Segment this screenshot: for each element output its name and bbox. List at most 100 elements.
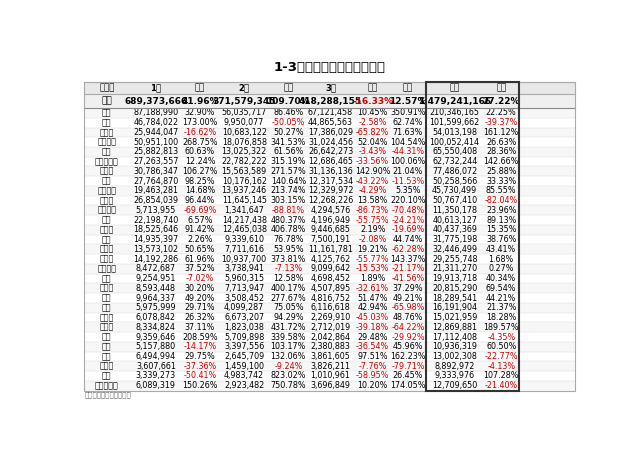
Bar — [84, 147, 575, 157]
Text: 20,815,290: 20,815,290 — [432, 284, 477, 293]
Bar — [84, 371, 575, 381]
Text: 3,696,849: 3,696,849 — [311, 381, 350, 390]
Text: 17,386,029: 17,386,029 — [308, 128, 353, 137]
Text: 174.05%: 174.05% — [390, 381, 426, 390]
Text: 韩国: 韩国 — [102, 177, 112, 186]
Text: 印度尼西亚: 印度尼西亚 — [95, 381, 119, 390]
Text: 40,437,369: 40,437,369 — [432, 226, 477, 235]
Text: 5,157,880: 5,157,880 — [136, 342, 176, 351]
Text: 49.20%: 49.20% — [185, 294, 215, 303]
Text: 加拿大: 加拿大 — [100, 245, 114, 254]
Text: 1,459,100: 1,459,100 — [224, 362, 264, 371]
Text: 71.63%: 71.63% — [393, 128, 423, 137]
Text: 142.90%: 142.90% — [355, 167, 390, 176]
Text: 371,579,345: 371,579,345 — [212, 97, 276, 106]
Text: -2.08%: -2.08% — [359, 235, 387, 244]
Text: 变动: 变动 — [496, 83, 507, 92]
Text: 新加坡: 新加坡 — [100, 167, 114, 176]
Text: 13,573,102: 13,573,102 — [133, 245, 179, 254]
Text: 89.13%: 89.13% — [486, 216, 516, 225]
Text: 3,826,211: 3,826,211 — [311, 362, 350, 371]
Text: 418,288,155: 418,288,155 — [299, 97, 362, 106]
Text: 2.26%: 2.26% — [187, 235, 213, 244]
Text: 104.54%: 104.54% — [390, 138, 426, 147]
Text: 50.27%: 50.27% — [273, 128, 303, 137]
Text: 西班牙: 西班牙 — [100, 196, 114, 205]
Text: 22,198,740: 22,198,740 — [133, 216, 179, 225]
Text: 210,346,165: 210,346,165 — [430, 108, 480, 117]
Text: 208.59%: 208.59% — [182, 332, 218, 341]
Text: 140.64%: 140.64% — [271, 177, 306, 186]
Text: 213.74%: 213.74% — [271, 186, 306, 195]
Text: 51.47%: 51.47% — [358, 294, 388, 303]
Text: -58.95%: -58.95% — [356, 372, 390, 381]
Text: 41.96%: 41.96% — [181, 97, 219, 106]
Text: -4.29%: -4.29% — [359, 186, 387, 195]
Text: 印度: 印度 — [102, 216, 112, 225]
Text: 同比: 同比 — [283, 83, 293, 92]
Text: 荷兰: 荷兰 — [102, 274, 112, 283]
Text: -62.28%: -62.28% — [392, 245, 425, 254]
Text: 100.06%: 100.06% — [390, 157, 426, 166]
Bar — [84, 283, 575, 293]
Text: -15.53%: -15.53% — [356, 264, 390, 273]
Text: 132.06%: 132.06% — [271, 352, 306, 361]
Text: 1,010,961: 1,010,961 — [311, 372, 350, 381]
Text: -55.77%: -55.77% — [356, 254, 390, 263]
Text: -32.61%: -32.61% — [356, 284, 389, 293]
Text: 315.19%: 315.19% — [271, 157, 306, 166]
Text: 373.81%: 373.81% — [271, 254, 306, 263]
Text: 77,486,072: 77,486,072 — [432, 167, 477, 176]
Text: 9,339,610: 9,339,610 — [224, 235, 264, 244]
Text: 50,767,410: 50,767,410 — [432, 196, 477, 205]
Text: 26.32%: 26.32% — [185, 313, 215, 322]
Text: -19.69%: -19.69% — [392, 226, 425, 235]
Text: 431.72%: 431.72% — [271, 323, 306, 332]
Text: 3,607,661: 3,607,661 — [136, 362, 176, 371]
Bar — [84, 264, 575, 274]
Text: 12,686,465: 12,686,465 — [308, 157, 353, 166]
Text: 13,025,322: 13,025,322 — [222, 147, 267, 156]
Text: 9,359,646: 9,359,646 — [136, 332, 176, 341]
Text: 11,645,145: 11,645,145 — [222, 196, 267, 205]
Bar — [84, 342, 575, 352]
Text: 61.96%: 61.96% — [185, 254, 215, 263]
Text: 12.58%: 12.58% — [273, 274, 303, 283]
Text: 31,136,136: 31,136,136 — [308, 167, 353, 176]
Bar — [84, 322, 575, 332]
Text: 25,944,047: 25,944,047 — [133, 128, 179, 137]
Text: 12,465,038: 12,465,038 — [222, 226, 267, 235]
Text: 98.25%: 98.25% — [185, 177, 215, 186]
Text: 86.46%: 86.46% — [273, 108, 303, 117]
Text: 101,599,662: 101,599,662 — [430, 118, 480, 127]
Text: 3,861,605: 3,861,605 — [311, 352, 350, 361]
Text: 28.36%: 28.36% — [486, 147, 516, 156]
Text: 46,784,022: 46,784,022 — [133, 118, 179, 127]
Text: 4,294,576: 4,294,576 — [311, 206, 350, 215]
Text: 400.17%: 400.17% — [271, 284, 306, 293]
Text: 220.10%: 220.10% — [390, 196, 426, 205]
Text: 40,613,127: 40,613,127 — [432, 216, 477, 225]
Text: -2.58%: -2.58% — [359, 118, 387, 127]
Text: 60.50%: 60.50% — [486, 342, 516, 351]
Text: -7.13%: -7.13% — [274, 264, 302, 273]
Text: 162.23%: 162.23% — [390, 352, 426, 361]
Text: 目的地: 目的地 — [99, 83, 114, 92]
Text: 9,254,951: 9,254,951 — [136, 274, 176, 283]
Text: 6.57%: 6.57% — [187, 216, 213, 225]
Text: 45,730,499: 45,730,499 — [432, 186, 477, 195]
Text: 中国台湾: 中国台湾 — [97, 264, 116, 273]
Text: 2,042,864: 2,042,864 — [311, 332, 350, 341]
Text: -43.22%: -43.22% — [356, 177, 390, 186]
Text: -65.82%: -65.82% — [356, 128, 390, 137]
Text: 75.05%: 75.05% — [273, 303, 303, 312]
Bar — [84, 293, 575, 303]
Bar — [84, 118, 575, 128]
Text: 21,311,270: 21,311,270 — [432, 264, 477, 273]
Text: 15,563,589: 15,563,589 — [222, 167, 267, 176]
Text: 53.95%: 53.95% — [273, 245, 303, 254]
Text: 15,021,959: 15,021,959 — [432, 313, 477, 322]
Text: 10,936,319: 10,936,319 — [432, 342, 477, 351]
Text: 5.35%: 5.35% — [395, 186, 421, 195]
Text: 49.21%: 49.21% — [393, 294, 423, 303]
